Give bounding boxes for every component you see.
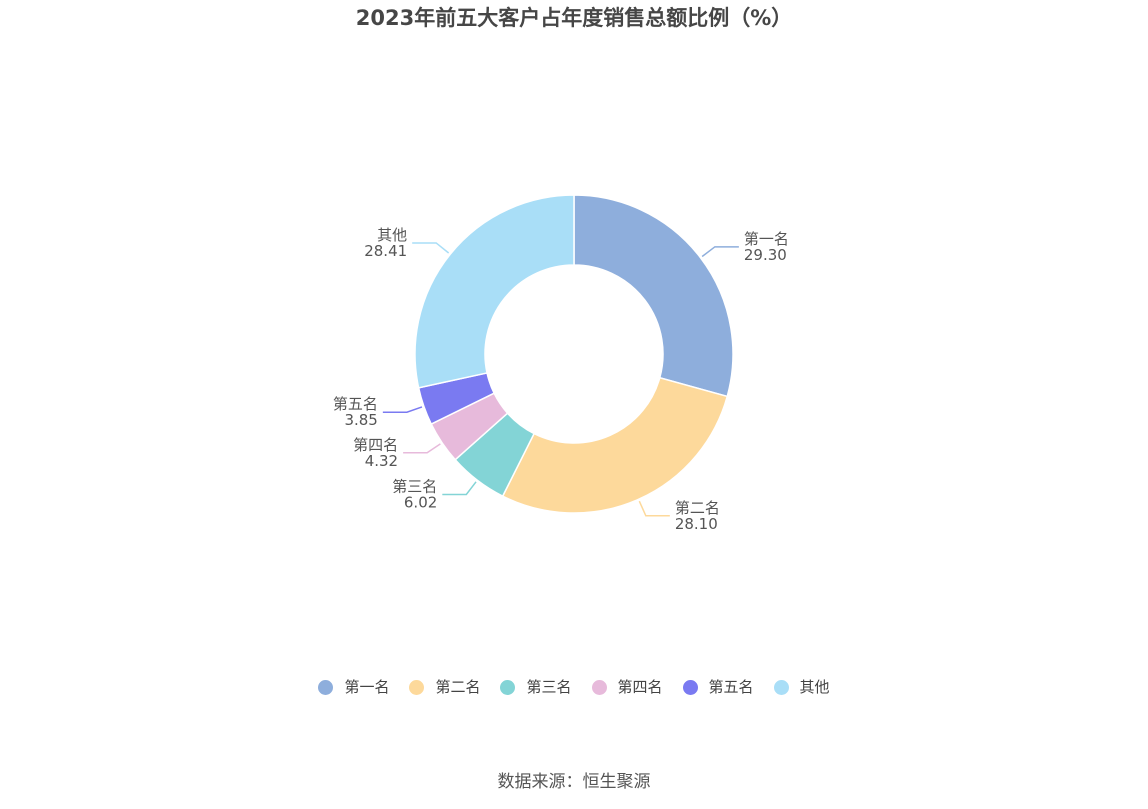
slice-name-label-2: 第二名 — [675, 499, 720, 517]
legend-item-2[interactable]: 第二名 — [409, 676, 480, 698]
donut-slice-1[interactable] — [573, 194, 734, 398]
slice-value-label-2: 28.10 — [675, 515, 718, 533]
legend-item-5[interactable]: 第五名 — [682, 676, 754, 698]
slice-value-label-1: 29.30 — [744, 246, 787, 264]
data-source-note: 数据来源：恒生聚源 — [497, 772, 651, 792]
legend-label-4: 第四名 — [617, 678, 663, 696]
donut-slice-2[interactable] — [501, 376, 729, 514]
slice-value-label-3: 6.02 — [404, 493, 437, 511]
chart-title: 2023年前五大客户占年度销售总额比例（%） — [355, 6, 793, 30]
slice-name-label-6: 其他 — [377, 226, 407, 244]
leader-line-2 — [638, 500, 670, 517]
slice-value-label-5: 3.85 — [344, 411, 377, 429]
legend-swatch-2 — [409, 679, 425, 695]
legend-label-5: 第五名 — [708, 678, 754, 696]
legend-label-3: 第三名 — [526, 678, 572, 696]
legend-label-1: 第一名 — [344, 678, 390, 696]
legend-item-4[interactable]: 第四名 — [591, 676, 663, 698]
legend-swatch-6 — [773, 679, 789, 695]
slice-value-label-6: 28.41 — [364, 242, 407, 260]
legend-swatch-4 — [591, 679, 607, 695]
legend-swatch-3 — [500, 679, 516, 695]
legend-item-3[interactable]: 第三名 — [500, 676, 572, 698]
donut-slice-6[interactable] — [414, 194, 575, 389]
legend-swatch-5 — [682, 679, 698, 695]
legend-label-6: 其他 — [799, 678, 830, 696]
slice-name-label-4: 第四名 — [353, 436, 398, 454]
legend-item-1[interactable]: 第一名 — [318, 676, 389, 698]
leader-line-5 — [382, 406, 423, 413]
slice-name-label-1: 第一名 — [744, 230, 789, 248]
leader-line-3 — [442, 481, 477, 496]
slice-name-label-3: 第三名 — [392, 477, 437, 495]
legend-label-2: 第二名 — [435, 678, 481, 696]
legend-swatch-1 — [318, 679, 334, 695]
leader-line-4 — [403, 443, 441, 454]
slice-value-label-4: 4.32 — [365, 452, 398, 470]
leader-line-1 — [701, 246, 739, 258]
leader-line-6 — [412, 242, 450, 254]
slice-name-label-5: 第五名 — [333, 395, 378, 413]
chart-legend: 第一名 第二名 第三名 第四名 第五名 其他 — [0, 676, 1148, 698]
legend-item-6[interactable]: 其他 — [773, 676, 830, 698]
